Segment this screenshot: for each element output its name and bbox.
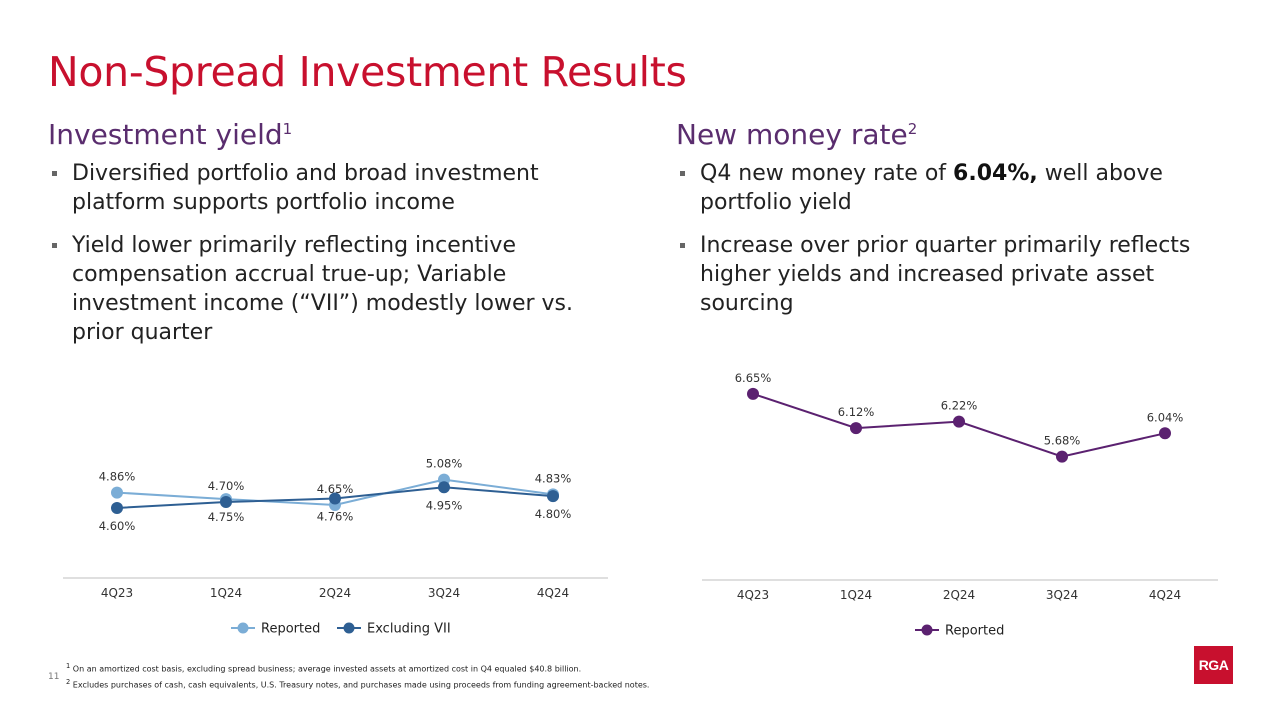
data-label-reported: 4.65% bbox=[317, 482, 354, 496]
x-tick-label: 3Q24 bbox=[428, 586, 460, 600]
data-label-reported: 5.68% bbox=[1044, 434, 1081, 448]
data-label-reported: 6.22% bbox=[941, 399, 978, 413]
data-label-reported: 6.65% bbox=[735, 371, 772, 385]
bullet-item: Diversified portfolio and broad investme… bbox=[48, 159, 628, 217]
page-title: Non-Spread Investment Results bbox=[48, 48, 687, 96]
new-money-rate-heading-text: New money rate bbox=[676, 118, 908, 151]
data-point-excluding-vii bbox=[547, 490, 559, 503]
footnote-text: Excludes purchases of cash, cash equival… bbox=[72, 680, 650, 690]
footnotes: 1 On an amortized cost basis, excluding … bbox=[66, 660, 649, 691]
investment-yield-bullets: Diversified portfolio and broad investme… bbox=[48, 159, 628, 347]
bullet-item: Yield lower primarily reflecting incenti… bbox=[48, 231, 628, 347]
data-label-excluding-vii: 4.60% bbox=[99, 519, 136, 533]
bullet-text-post: well above portfolio yield bbox=[700, 161, 1163, 215]
x-tick-label: 4Q24 bbox=[537, 586, 569, 600]
page-number: 11 bbox=[48, 672, 60, 682]
rga-logo: RGA bbox=[1194, 646, 1233, 684]
footnote-marker: 1 bbox=[66, 662, 71, 670]
legend-label: Reported bbox=[261, 622, 320, 637]
footnote-marker: 2 bbox=[66, 677, 71, 686]
data-label-reported: 6.12% bbox=[838, 405, 875, 419]
data-point-reported bbox=[747, 387, 759, 400]
investment-yield-heading: Investment yield1 bbox=[48, 118, 628, 151]
bullet-text: Diversified portfolio and broad investme… bbox=[72, 161, 539, 215]
legend-label: Reported bbox=[945, 624, 1004, 639]
bullet-item: Increase over prior quarter primarily re… bbox=[676, 231, 1236, 318]
legend-marker bbox=[237, 622, 249, 634]
x-tick-label: 4Q23 bbox=[101, 586, 133, 600]
new-money-rate-heading: New money rate2 bbox=[676, 118, 1236, 151]
bullet-text: Yield lower primarily reflecting incenti… bbox=[72, 233, 573, 345]
x-tick-label: 2Q24 bbox=[319, 586, 351, 600]
data-label-reported: 4.86% bbox=[99, 470, 136, 484]
bullet-text-pre: Q4 new money rate of bbox=[700, 161, 954, 186]
footnote-ref-2: 2 bbox=[907, 120, 918, 138]
bullet-square-icon bbox=[52, 243, 57, 248]
data-label-reported: 4.75% bbox=[208, 510, 245, 524]
x-tick-label: 1Q24 bbox=[210, 586, 242, 600]
footnote-ref-1: 1 bbox=[282, 120, 293, 138]
data-point-reported bbox=[850, 422, 862, 435]
data-label-reported: 4.83% bbox=[535, 471, 572, 485]
data-point-excluding-vii bbox=[220, 496, 232, 509]
x-tick-label: 1Q24 bbox=[840, 588, 872, 602]
bullet-item: Q4 new money rate of 6.04%, well above p… bbox=[676, 159, 1236, 217]
bullet-square-icon bbox=[680, 171, 685, 176]
x-tick-label: 3Q24 bbox=[1046, 588, 1078, 602]
bullet-text-bold: 6.04%, bbox=[953, 161, 1038, 186]
bullet-text: Increase over prior quarter primarily re… bbox=[700, 233, 1191, 316]
new-money-rate-section: New money rate2 Q4 new money rate of 6.0… bbox=[676, 118, 1236, 332]
footnote-text: On an amortized cost basis, excluding sp… bbox=[72, 664, 582, 674]
data-point-reported bbox=[1159, 427, 1171, 440]
data-point-reported bbox=[111, 486, 123, 499]
x-tick-label: 2Q24 bbox=[943, 588, 975, 602]
data-label-reported: 5.08% bbox=[426, 457, 463, 471]
data-label-excluding-vii: 4.95% bbox=[426, 498, 463, 512]
investment-yield-section: Investment yield1 Diversified portfolio … bbox=[48, 118, 628, 361]
new-money-rate-bullets: Q4 new money rate of 6.04%, well above p… bbox=[676, 159, 1236, 318]
bullet-square-icon bbox=[680, 243, 685, 248]
data-point-reported bbox=[1056, 450, 1068, 463]
data-label-excluding-vii: 4.80% bbox=[535, 507, 572, 521]
new-money-rate-chart: 4Q23 1Q24 2Q24 3Q24 4Q24 6.65% 6.12% 6.22% 5.68%… bbox=[702, 371, 1218, 639]
footnote-2: 2 Excludes purchases of cash, cash equiv… bbox=[66, 676, 649, 692]
data-label-excluding-vii: 4.70% bbox=[208, 479, 245, 493]
data-point-excluding-vii bbox=[329, 492, 341, 505]
x-tick-label: 4Q24 bbox=[1149, 588, 1181, 602]
data-point-excluding-vii bbox=[438, 481, 450, 494]
bullet-square-icon bbox=[52, 171, 57, 176]
x-tick-label: 4Q23 bbox=[737, 588, 769, 602]
data-point-reported bbox=[953, 415, 965, 428]
investment-yield-chart: 4Q23 1Q24 2Q24 3Q24 4Q24 4.86% 4.75% 4.65% 5.08%… bbox=[63, 457, 608, 637]
legend-marker bbox=[343, 622, 355, 634]
legend-label: Excluding VII bbox=[367, 622, 451, 637]
data-label-reported: 6.04% bbox=[1147, 410, 1184, 424]
investment-yield-heading-text: Investment yield bbox=[48, 118, 283, 151]
data-label-excluding-vii: 4.76% bbox=[317, 510, 354, 524]
footnote-1: 1 On an amortized cost basis, excluding … bbox=[66, 660, 649, 676]
legend-marker bbox=[921, 624, 933, 636]
data-point-excluding-vii bbox=[111, 501, 123, 514]
